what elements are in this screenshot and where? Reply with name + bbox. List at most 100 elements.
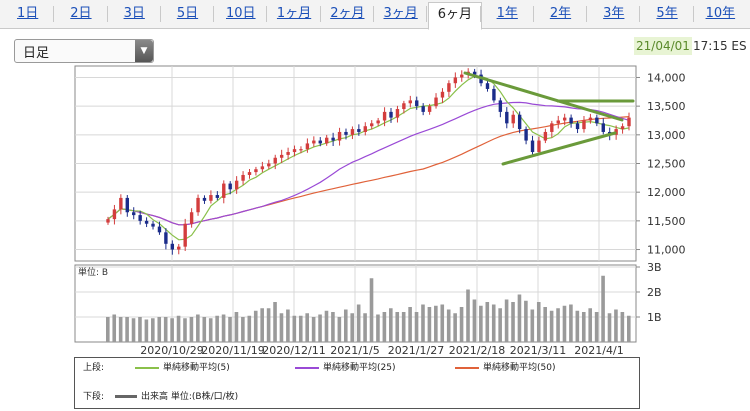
volume-bar	[266, 308, 271, 342]
candle-body	[196, 197, 200, 213]
candle-body	[505, 111, 509, 124]
candle-body	[601, 123, 605, 132]
xtick-label: 2021/2/18	[449, 344, 505, 357]
candle-body	[550, 123, 554, 132]
candle-body	[164, 232, 168, 244]
volume-bar	[434, 305, 438, 342]
candle-body	[582, 120, 586, 130]
candle-body	[447, 83, 451, 92]
period-tabs: 1日 2日 3日 5日 10日 1ヶ月 2ヶ月 3ヶ月 6ヶ月 1年 2年 3年 5年 10年	[0, 0, 750, 30]
chart-type-select-value: 日足	[23, 46, 50, 61]
candle-body	[170, 243, 175, 250]
tab-13[interactable]: 10年	[705, 6, 736, 21]
tab-separator	[586, 6, 588, 22]
candle-body	[106, 219, 110, 223]
tab-4[interactable]: 10日	[226, 6, 256, 21]
volume-bar	[594, 312, 599, 342]
candle-body	[511, 114, 515, 124]
volume-bar	[125, 317, 129, 342]
tab-2[interactable]: 3日	[123, 6, 145, 21]
candle-body	[144, 220, 149, 224]
candle-body	[376, 120, 380, 124]
volume-bar	[208, 318, 213, 342]
ma25-line	[107, 101, 630, 226]
volume-bar	[138, 317, 142, 342]
tab-0[interactable]: 1日	[17, 6, 39, 21]
price-ytick-label: 12,500	[647, 158, 686, 171]
candle-body	[556, 120, 560, 124]
candle-body	[260, 166, 265, 170]
xtick-label: 2021/3/11	[510, 344, 566, 357]
volume-bar	[549, 310, 554, 342]
volume-bar	[221, 314, 226, 342]
candle-body	[440, 91, 445, 98]
candle-body	[132, 212, 136, 216]
candle-body	[138, 215, 142, 221]
volume-bar	[427, 307, 432, 342]
legend-lower-label: 下段:	[83, 392, 105, 402]
volume-bar	[581, 312, 586, 342]
tab-7[interactable]: 3ヶ月	[383, 6, 418, 21]
price-ytick-label: 11,000	[647, 244, 686, 257]
candle-body	[202, 197, 207, 201]
candle-body	[151, 223, 155, 227]
volume-bar	[614, 309, 618, 342]
tab-separator	[266, 6, 268, 22]
chart-type-select[interactable]: 日足 ▼	[14, 39, 154, 63]
tab-11[interactable]: 3年	[603, 6, 625, 21]
tab-9[interactable]: 1年	[496, 6, 518, 21]
candle-body	[157, 226, 162, 233]
legend-item-ma50-label: 単純移動平均(50)	[483, 363, 556, 373]
tab-6[interactable]: 2ヶ月	[330, 6, 365, 21]
tab-1[interactable]: 2日	[70, 6, 92, 21]
candle-body	[189, 212, 194, 224]
volume-bar	[286, 309, 290, 342]
candle-body	[305, 143, 310, 150]
candle-body	[492, 88, 496, 101]
candle-body	[395, 109, 400, 118]
tab-12[interactable]: 5年	[656, 6, 678, 21]
volume-bar	[279, 313, 284, 342]
candle-body	[273, 157, 277, 164]
volume-bar	[491, 304, 496, 342]
price-ytick-label: 14,000	[647, 71, 686, 84]
volume-bar	[466, 289, 470, 342]
legend-item-ma25: 単純移動平均(25)	[295, 361, 395, 375]
volume-bar	[324, 310, 329, 342]
volume-bar	[446, 309, 451, 342]
volume-bar	[305, 313, 309, 342]
tab-8[interactable]: 6ヶ月	[428, 2, 482, 30]
volume-bar	[369, 278, 374, 342]
volume-bar	[260, 308, 264, 342]
volume-unit-label: 単位: B	[78, 266, 108, 278]
volume-bar	[157, 317, 162, 342]
candle-body	[427, 106, 432, 112]
legend-item-volume-label: 出来高 単位:(B株/口/枚)	[141, 392, 239, 402]
tab-separator	[426, 6, 428, 22]
volume-bar	[253, 310, 258, 342]
price-ytick-label: 13,000	[647, 129, 686, 142]
price-ytick-label: 12,000	[647, 186, 686, 199]
candle-body	[620, 126, 625, 130]
candle-body	[569, 117, 573, 124]
volume-bar	[479, 305, 483, 342]
volume-bar	[189, 317, 194, 342]
tab-5[interactable]: 1ヶ月	[276, 6, 312, 21]
candle-body	[299, 149, 303, 151]
tab-separator	[106, 6, 108, 22]
volume-bar	[453, 313, 457, 342]
volume-bar	[517, 294, 522, 342]
tab-3[interactable]: 5日	[176, 6, 199, 21]
tab-10[interactable]: 2年	[549, 6, 572, 21]
volume-bar	[247, 315, 252, 342]
xtick-label: 2020/10/29	[140, 344, 203, 357]
volume-bar	[588, 308, 593, 342]
xtick-label: 2020/11/19	[201, 344, 264, 357]
volume-bar	[273, 302, 277, 342]
volume-bar	[202, 317, 207, 342]
volume-bar	[131, 318, 136, 342]
candle-body	[228, 183, 232, 190]
volume-bar	[459, 307, 464, 342]
candle-body	[370, 123, 374, 127]
trendline-support	[501, 131, 617, 166]
